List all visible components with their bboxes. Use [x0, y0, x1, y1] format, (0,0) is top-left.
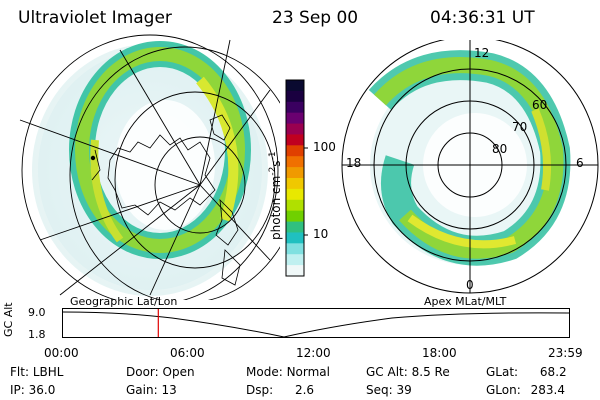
- colorbar-swatch: [286, 243, 304, 255]
- colorbar-unit-label: photon cm-2s-1: [268, 151, 283, 240]
- colorbar-swatch: [286, 254, 304, 266]
- right-panel-label: Apex MLat/MLT: [424, 295, 507, 308]
- intensity-colorbar: [285, 79, 308, 277]
- colorbar-swatch: [286, 188, 304, 201]
- filter-info: Flt: LBHL: [10, 365, 64, 379]
- colorbar-tick-100: 100: [313, 140, 336, 154]
- date-label: 23 Sep 00: [272, 8, 359, 28]
- left-panel-label: Geographic Lat/Lon: [70, 295, 178, 308]
- time-tick-1800: 18:00: [422, 346, 457, 360]
- colorbar-swatch: [286, 210, 304, 223]
- colorbar-swatch: [286, 101, 304, 114]
- colorbar-swatch: [286, 221, 304, 233]
- colorbar-swatch: [286, 199, 304, 212]
- time-tick-2359: 23:59: [548, 346, 583, 360]
- glat-info: GLat: 68.2: [486, 365, 567, 379]
- time-tick-0000: 00:00: [44, 346, 79, 360]
- geographic-auroral-image: [19, 34, 280, 300]
- mlat-label-70: 70: [512, 120, 528, 134]
- colorbar-swatch: [286, 265, 304, 277]
- mlat-mlt-polar-plot: [341, 40, 599, 294]
- mode-info: Mode: Normal: [246, 365, 330, 379]
- colorbar-swatch: [286, 178, 304, 190]
- ip-info: IP: 36.0: [10, 383, 56, 397]
- time-label: 04:36:31 UT: [430, 8, 535, 28]
- colorbar-swatch: [286, 90, 304, 103]
- colorbar-tick-10: 10: [313, 227, 329, 241]
- colorbar-swatch: [286, 80, 304, 92]
- gain-info: Gain: 13: [126, 383, 177, 397]
- dsp-info: Dsp: 2.6: [246, 383, 315, 397]
- gc-alt-ymin: 1.8: [28, 328, 46, 341]
- time-tick-0600: 06:00: [170, 346, 205, 360]
- mlt-label-0: 0: [466, 278, 474, 292]
- mlt-label-18: 18: [346, 156, 362, 170]
- gc-alt-ymax: 9.0: [28, 306, 46, 319]
- gc-alt-axis-label: GC Alt: [2, 302, 15, 337]
- time-tick-1200: 12:00: [296, 346, 331, 360]
- colorbar-swatch: [286, 167, 304, 179]
- gc-alt-info: GC Alt: 8.5 Re: [366, 365, 450, 379]
- mlat-label-60: 60: [532, 98, 548, 112]
- colorbar-swatch: [286, 123, 304, 135]
- mlt-label-6: 6: [576, 156, 584, 170]
- colorbar-swatch: [286, 134, 304, 146]
- door-info: Door: Open: [126, 365, 195, 379]
- instrument-title: Ultraviolet Imager: [18, 8, 172, 28]
- mlt-label-12: 12: [474, 46, 490, 60]
- colorbar-swatch: [286, 112, 304, 125]
- colorbar-swatch: [286, 145, 304, 157]
- mlat-label-80: 80: [492, 142, 508, 156]
- glon-info: GLon: 283.4: [486, 383, 565, 397]
- colorbar-swatch: [286, 156, 304, 168]
- colorbar-swatch: [286, 232, 304, 244]
- seq-info: Seq: 39: [366, 383, 412, 397]
- altitude-track-plot: [62, 308, 570, 338]
